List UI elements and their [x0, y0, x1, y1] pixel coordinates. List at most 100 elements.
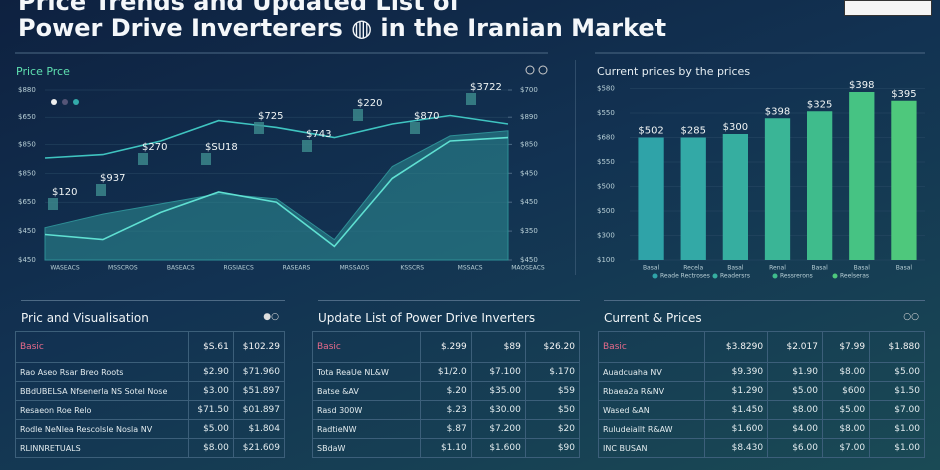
- table-row: SBdaW $1.10 $1.600 $90: [311, 438, 581, 458]
- legend-swatch: [832, 273, 838, 279]
- table-cell: Wased &AN: [597, 400, 706, 420]
- logo: [844, 0, 932, 16]
- y2-tick-label: $700: [520, 86, 538, 94]
- y-tick-label: $650: [18, 198, 36, 206]
- title-line-2: Power Drive Inverterers ◍ in the Iranian…: [18, 14, 667, 42]
- table-cell: Rodle NeNlea Rescolsle Nosla NV: [14, 419, 190, 439]
- y-tick-label: $580: [597, 85, 615, 93]
- table-cell: RLINNRETUALS: [14, 438, 190, 458]
- table-cell: Basic: [597, 331, 706, 363]
- table-cell: $7.200: [470, 419, 526, 439]
- annotation: $725: [258, 111, 283, 122]
- x-tick-label: RGSIAECS: [223, 265, 253, 272]
- x-tick-label: MSSACS: [458, 265, 483, 272]
- x-tick-label: Basal: [727, 265, 744, 272]
- annotation: $270: [142, 142, 167, 153]
- y2-tick-label: $450: [520, 198, 538, 206]
- table-row: Rasd 300W $.23 $30.00 $50: [311, 400, 581, 420]
- bar: [764, 118, 791, 260]
- chart-title: Current prices by the prices: [597, 65, 750, 78]
- icon: [73, 99, 79, 105]
- value-label: $502: [638, 126, 663, 137]
- table-cell: Batse &AV: [311, 381, 422, 401]
- table-cell: $30.00: [470, 400, 526, 420]
- annotation: $120: [52, 187, 77, 198]
- table-cell: BBdUBELSA Nfsenerla NS Sotel Nose: [14, 381, 190, 401]
- table-row: Rao Aseo Rsar Breo Roots $2.90 $71.960: [14, 362, 286, 382]
- table-cell: $1.290: [704, 381, 769, 401]
- table-cell: INC BUSAN: [597, 438, 706, 458]
- table-row: Rodle NeNlea Rescolsle Nosla NV $5.00 $1.8…: [14, 419, 286, 439]
- table-cell: Resaeon Roe Relo: [14, 400, 190, 420]
- table-cell: $35.00: [470, 381, 526, 401]
- x-tick-label: Renal: [769, 265, 786, 272]
- annotation: $220: [357, 98, 382, 109]
- annotation: $SU18: [205, 142, 238, 153]
- table-cell: Basic: [14, 331, 190, 363]
- table-cell: $7.00: [821, 438, 871, 458]
- table-cell: $1.804: [232, 419, 286, 439]
- annotation-box: [138, 153, 148, 165]
- table-cell: $5.00: [188, 419, 234, 439]
- annotation-box: [466, 93, 476, 105]
- table-cell: $1.90: [767, 362, 823, 382]
- y-tick-label: $550: [597, 158, 615, 166]
- table-cell: Rbaea2a R&NV: [597, 381, 706, 401]
- x-tick-label: Basal: [854, 265, 871, 272]
- legend-label: Ressrerons: [780, 273, 813, 280]
- value-label: $325: [807, 99, 832, 110]
- table-cell: $9.390: [704, 362, 769, 382]
- table-cell: $.299: [420, 331, 472, 363]
- table-row: Wased &AN $1.450 $8.00 $5.00 $7.00: [597, 400, 925, 420]
- table-cell: $89: [470, 331, 526, 363]
- x-tick-label: MAOSEACS: [511, 265, 545, 272]
- table-cell: $2.90: [188, 362, 234, 382]
- table-cell: $7.00: [869, 400, 925, 420]
- annotation-box: [48, 198, 58, 210]
- table: Basic $S.61 $102.29 Rao Aseo Rsar Breo Root…: [14, 331, 286, 458]
- bar: [807, 111, 833, 260]
- bar: [638, 137, 664, 260]
- table-cell: $5.00: [869, 362, 925, 382]
- x-tick-label: WASEACS: [50, 265, 79, 272]
- icon: [538, 65, 548, 75]
- legend-swatch: [652, 273, 658, 279]
- table-panel: Pric and Visualisation ●○ Basic $S.61 $102.…: [14, 300, 286, 462]
- table-cell: $.23: [420, 400, 472, 420]
- y-tick-label: $450: [18, 227, 36, 235]
- line: [44, 136, 509, 248]
- table-cell: $21.609: [232, 438, 286, 458]
- table-cell: $20: [524, 419, 581, 439]
- legend-label: Reelseras: [840, 273, 869, 280]
- table-cell: $1.10: [420, 438, 472, 458]
- table-cell: $5.00: [821, 400, 871, 420]
- table-cell: RadtieNW: [311, 419, 422, 439]
- y-tick-label: $500: [597, 183, 615, 191]
- table-cell: $2.017: [767, 331, 823, 363]
- icon: [525, 65, 535, 75]
- y2-tick-label: $350: [520, 227, 538, 235]
- y-tick-label: $850: [18, 169, 36, 177]
- table: Basic $3.8290 $2.017 $7.99 $1.880 Auadcuaha N…: [597, 331, 925, 458]
- table-title: Current & Prices: [604, 300, 925, 325]
- annotation: $870: [414, 111, 439, 122]
- table-cell: $1/2.0: [420, 362, 472, 382]
- y2-tick-label: $450: [520, 169, 538, 177]
- table-panel: Current & Prices ○○ Basic $3.8290 $2.017 $7.…: [597, 300, 925, 462]
- table-cell: $7.99: [821, 331, 871, 363]
- icon: [51, 99, 57, 105]
- table-cell: $1.00: [869, 438, 925, 458]
- icon: [62, 99, 68, 105]
- legend-swatch: [712, 273, 718, 279]
- table-row: BBdUBELSA Nfsenerla NS Sotel Nose $3.00 $5…: [14, 381, 286, 401]
- annotation-box: [410, 122, 420, 134]
- table: Basic $.299 $89 $26.20 Tota ReaUe NL&W $1/2.0…: [311, 331, 581, 458]
- table-title: Update List of Power Drive Inverters: [318, 300, 580, 325]
- table-cell: $1.600: [470, 438, 526, 458]
- table-title: Pric and Visualisation: [21, 300, 285, 325]
- table-cell: $90: [524, 438, 581, 458]
- table-cell: Auadcuaha NV: [597, 362, 706, 382]
- table-row: Rbaea2a R&NV $1.290 $5.00 $600 $1.50: [597, 381, 925, 401]
- y-tick-label: $500: [597, 207, 615, 215]
